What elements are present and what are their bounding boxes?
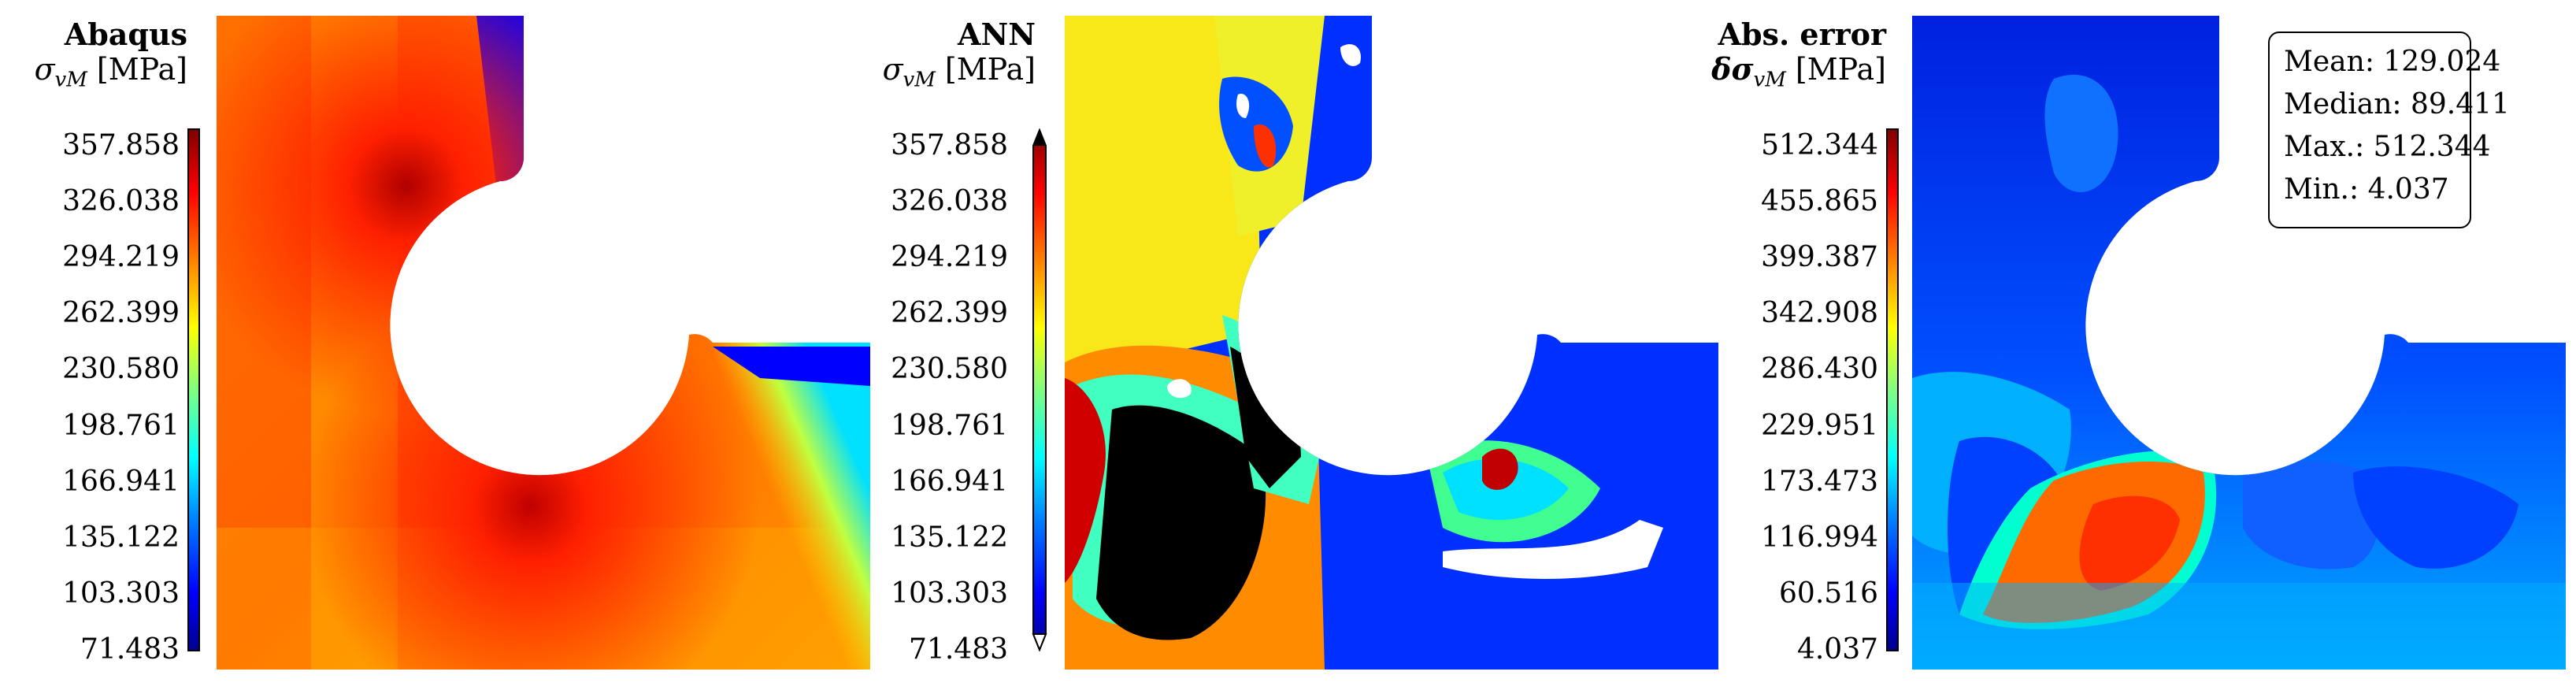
colorbar-tick-label: 455.865 <box>1761 185 1878 218</box>
colorbar-tick-label: 294.219 <box>62 241 180 274</box>
colorbar-error <box>1886 128 1899 651</box>
stat-max: Max.: 512.344 <box>2284 131 2491 163</box>
colorbar-tick-label: 342.908 <box>1761 297 1878 330</box>
field-ann <box>1065 16 1718 670</box>
colorbar-tick-label: 103.303 <box>891 577 1008 610</box>
colorbar-tick-label: 399.387 <box>1761 241 1878 274</box>
colorbar-tick-label: 262.399 <box>891 297 1008 330</box>
panel-ann-name: ANN <box>958 17 1036 52</box>
panel-abaqus-name: Abaqus <box>64 17 187 52</box>
colorbar-tick-label: 103.303 <box>62 577 180 610</box>
colorbar-abaqus <box>187 128 200 651</box>
panel-error-quantity: δσvM [MPa] <box>1711 51 1886 92</box>
colorbar-tick-label: 60.516 <box>1779 577 1878 610</box>
stat-mean: Mean: 129.024 <box>2284 46 2501 78</box>
error-statistics-box: Mean: 129.024 Median: 89.411 Max.: 512.3… <box>2268 32 2510 228</box>
colorbar-tick-label: 326.038 <box>62 185 180 218</box>
colorbar-tick-label: 135.122 <box>891 521 1008 554</box>
colorbar-tick-label: 71.483 <box>909 633 1008 666</box>
colorbar-tick-label: 198.761 <box>62 409 180 442</box>
colorbar-ann-ticks: 357.858 326.038 294.219 262.399 230.580 198.7… <box>851 0 1008 690</box>
colorbar-tick-label: 229.951 <box>1761 409 1878 442</box>
colorbar-abaqus-ticks: 357.858 326.038 294.219 262.399 230.580 198.7… <box>22 0 180 690</box>
colorbar-tick-label: 286.430 <box>1761 353 1878 386</box>
colorbar-tick-label: 4.037 <box>1796 633 1878 666</box>
panel-error-name: Abs. error <box>1718 17 1887 52</box>
colorbar-tick-label: 166.941 <box>62 465 180 498</box>
field-abaqus <box>217 16 870 670</box>
panel-ann-title: ANN σvM [MPa] <box>835 17 1036 98</box>
panel-error-title: Abs. error δσvM [MPa] <box>1638 17 1886 98</box>
colorbar-tick-label: 512.344 <box>1761 129 1878 161</box>
colorbar-tick-label: 230.580 <box>891 353 1008 386</box>
colorbar-tick-label: 326.038 <box>891 185 1008 218</box>
colorbar-tick-label: 230.580 <box>62 353 180 386</box>
colorbar-tick-label: 116.994 <box>1761 521 1878 554</box>
colorbar-tick-label: 262.399 <box>62 297 180 330</box>
colorbar-tick-label: 173.473 <box>1761 465 1878 498</box>
colorbar-tick-label: 71.483 <box>80 633 180 666</box>
colorbar-tick-label: 357.858 <box>62 129 180 161</box>
colorbar-tick-label: 135.122 <box>62 521 180 554</box>
panel-abaqus-title: Abaqus σvM [MPa] <box>16 17 187 98</box>
colorbar-error-ticks: 512.344 455.865 399.387 342.908 286.430 229.9… <box>1721 0 1878 690</box>
stat-median: Median: 89.411 <box>2284 88 2510 121</box>
colorbar-tick-label: 294.219 <box>891 241 1008 274</box>
panel-ann-quantity: σvM [MPa] <box>882 52 1036 92</box>
colorbar-tick-label: 357.858 <box>891 129 1008 161</box>
panel-abaqus-quantity: σvM [MPa] <box>34 52 187 92</box>
colorbar-tick-label: 198.761 <box>891 409 1008 442</box>
colorbar-tick-label: 166.941 <box>891 465 1008 498</box>
stat-min: Min.: 4.037 <box>2284 173 2449 206</box>
colorbar-ann <box>1032 128 1047 651</box>
